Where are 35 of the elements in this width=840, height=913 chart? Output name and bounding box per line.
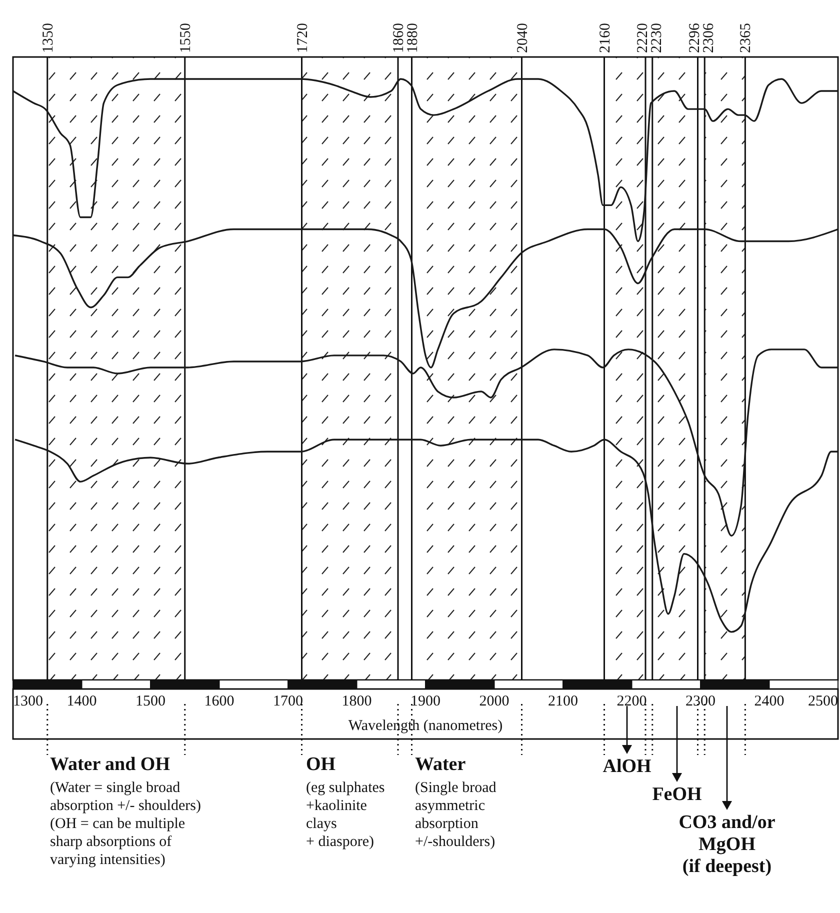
text: (eg sulphates +kaolinite clays + diaspore) [306,780,385,850]
x-tick-label: 1900 [410,694,440,710]
text: CO3 and/or MgOH (if deepest) [678,812,776,877]
x2-tick-label: 2230 [648,23,665,53]
x2-tick-label: 1550 [178,23,194,53]
x2-tick-label: 1720 [294,23,311,53]
x-tick-label: 2300 [686,694,716,710]
x2-tick-label: 2160 [597,23,614,53]
text: OH [306,754,336,775]
x-tick-label: 1300 [13,694,43,710]
text: (Water = single broad absorption +/- shoulders) (OH = can be multiple sharp absorptions of varying intensities) [50,780,201,868]
text: (Single broad asymmetric absorption +/-shoulders) [415,780,497,850]
x2-tick-label: 1350 [40,23,56,53]
x-tick-label: 1500 [136,694,166,710]
text: Water and OH [50,754,170,775]
x-tick-label: 2400 [754,694,784,710]
x-tick-label: 1700 [273,694,303,710]
x2-tick-label: 2220 [634,23,651,53]
x2-tick-label: 1880 [404,23,421,53]
x2-tick-label: 2296 [687,22,704,53]
x-tick-label: 1600 [204,694,234,710]
x2-tick-label: 2040 [514,23,531,53]
text: FeOH [652,784,702,805]
x-tick-label: 2200 [616,694,647,710]
x2-tick-label: 1860 [390,23,407,53]
x-tick-label: 2500 [808,694,838,710]
text: Water [415,754,466,775]
x-tick-label: 2000 [479,694,510,710]
x-tick-label: 1400 [66,694,97,710]
x-tick-label: 2100 [548,694,578,710]
x2-tick-label: 2306 [701,22,718,53]
x2-tick-label: 2365 [738,23,754,53]
text: AlOH [602,756,652,777]
x-tick-label: 1800 [342,694,372,710]
x-axis-title: Wavelength (nanometres) [348,718,503,734]
